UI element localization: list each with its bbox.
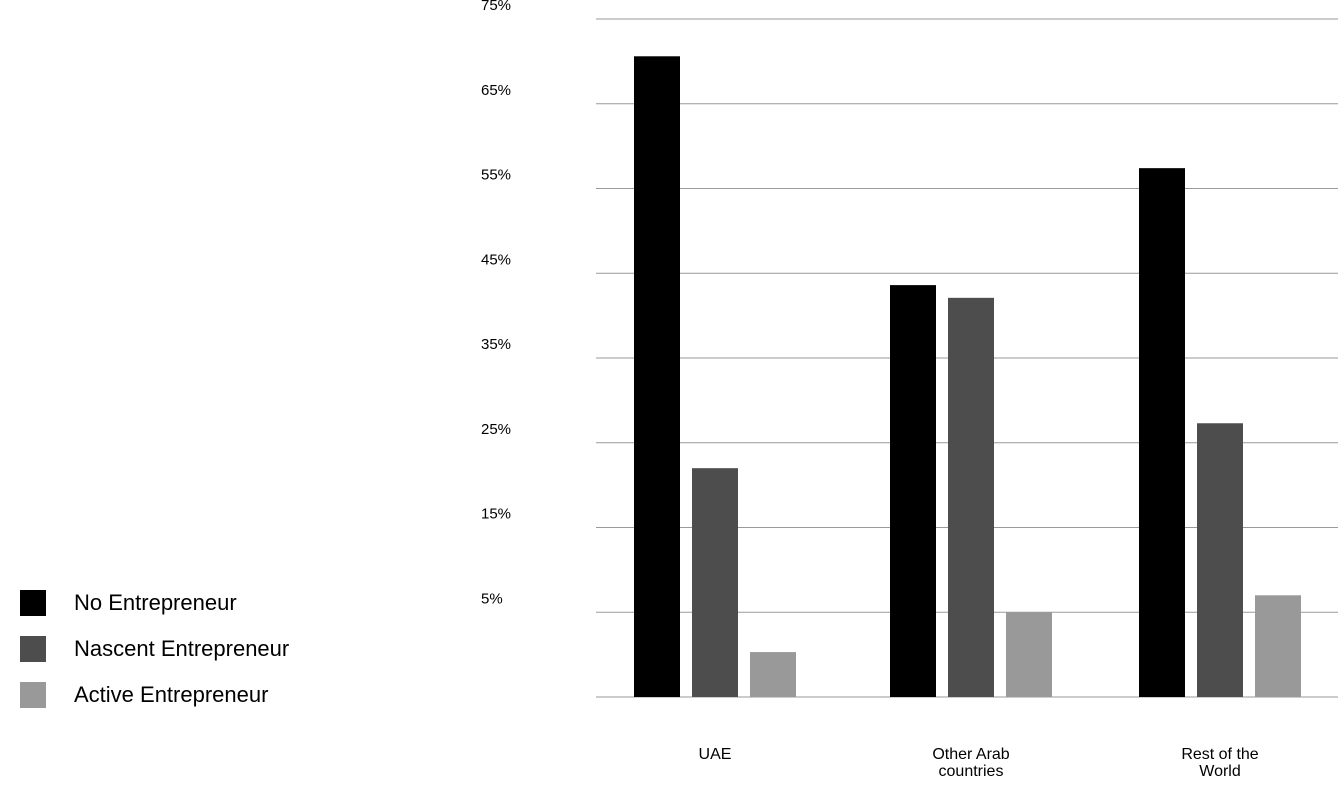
bar-no-entrepreneur-uae (634, 56, 680, 698)
bar-no-entrepreneur-other-arab-countries (890, 285, 936, 697)
bar-active-entrepreneur-uae (750, 652, 796, 697)
legend-swatch-active-entrepreneur (20, 682, 46, 708)
y-tick-label-75: 75% (481, 0, 511, 14)
y-tick-label-5: 5% (481, 590, 503, 607)
y-tick-label-25: 25% (481, 421, 511, 438)
y-tick-label-65: 65% (481, 82, 511, 99)
legend-label-no-entrepreneur: No Entrepreneur (74, 590, 237, 615)
y-tick-label-15: 15% (481, 506, 511, 523)
y-tick-label-35: 35% (481, 336, 511, 353)
legend: No Entrepreneur Nascent Entrepreneur Act… (20, 580, 289, 718)
x-tick-label-rest-of-the-world: Rest of the World (1181, 746, 1258, 780)
legend-item-no-entrepreneur: No Entrepreneur (20, 580, 289, 626)
x-tick-label-uae: UAE (699, 746, 732, 763)
bar-active-entrepreneur-other-arab-countries (1006, 612, 1052, 697)
legend-swatch-nascent-entrepreneur (20, 636, 46, 662)
legend-label-active-entrepreneur: Active Entrepreneur (74, 682, 269, 707)
y-tick-label-45: 45% (481, 251, 511, 268)
legend-item-active-entrepreneur: Active Entrepreneur (20, 672, 289, 718)
y-tick-label-55: 55% (481, 167, 511, 184)
bar-nascent-entrepreneur-other-arab-countries (948, 297, 994, 697)
x-tick-label-other-arab-countries: Other Arab countries (932, 746, 1009, 780)
legend-swatch-no-entrepreneur (20, 590, 46, 616)
bar-active-entrepreneur-rest-of-the-world (1255, 595, 1301, 697)
legend-label-nascent-entrepreneur: Nascent Entrepreneur (74, 636, 290, 661)
bar-nascent-entrepreneur-uae (692, 468, 738, 697)
legend-item-nascent-entrepreneur: Nascent Entrepreneur (20, 626, 289, 672)
bar-nascent-entrepreneur-rest-of-the-world (1197, 423, 1243, 697)
bar-no-entrepreneur-rest-of-the-world (1139, 168, 1185, 697)
